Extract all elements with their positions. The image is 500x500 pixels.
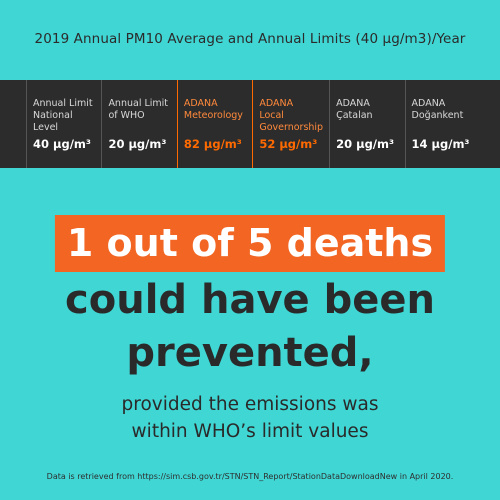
stat-adana-governorship: ADANA Local Governorship 52 μg/m³ bbox=[252, 80, 329, 168]
stat-value: 82 μg/m³ bbox=[183, 137, 242, 151]
source-footnote: Data is retrieved from https://sim.csb.g… bbox=[46, 472, 454, 481]
stat-national-limit: Annual Limit National Level 40 μg/m³ bbox=[26, 80, 101, 168]
stat-adana-catalan: ADANA Çatalan 20 μg/m³ bbox=[329, 80, 404, 168]
stat-value: 40 μg/m³ bbox=[33, 137, 91, 151]
stat-label: ADANA Çatalan bbox=[336, 98, 373, 121]
stats-band: Annual Limit National Level 40 μg/m³ Ann… bbox=[0, 80, 500, 168]
headline-line-1: could have been bbox=[65, 277, 435, 323]
stat-label: ADANA Doğankent bbox=[411, 98, 464, 121]
headline-line-2: prevented, bbox=[126, 330, 374, 376]
infographic-title: 2019 Annual PM10 Average and Annual Limi… bbox=[34, 31, 466, 47]
stat-label: ADANA Local Governorship bbox=[259, 98, 324, 133]
subline-line-1: provided the emissions was bbox=[121, 394, 379, 415]
stat-label: Annual Limit of WHO bbox=[108, 98, 169, 121]
stat-value: 52 μg/m³ bbox=[259, 137, 318, 151]
subline-line-2: within WHO’s limit values bbox=[131, 421, 369, 442]
stat-label: ADANA Meteorology bbox=[183, 98, 243, 121]
stat-adana-dogankent: ADANA Doğankent 14 μg/m³ bbox=[404, 80, 480, 168]
stat-adana-meteorology: ADANA Meteorology 82 μg/m³ bbox=[176, 80, 252, 168]
stat-who-limit: Annual Limit of WHO 20 μg/m³ bbox=[101, 80, 176, 168]
headline-highlight: 1 out of 5 deaths bbox=[54, 215, 446, 272]
stat-value: 14 μg/m³ bbox=[411, 137, 470, 151]
stat-value: 20 μg/m³ bbox=[336, 137, 395, 151]
stat-value: 20 μg/m³ bbox=[108, 137, 167, 151]
stat-label: Annual Limit National Level bbox=[33, 98, 93, 133]
